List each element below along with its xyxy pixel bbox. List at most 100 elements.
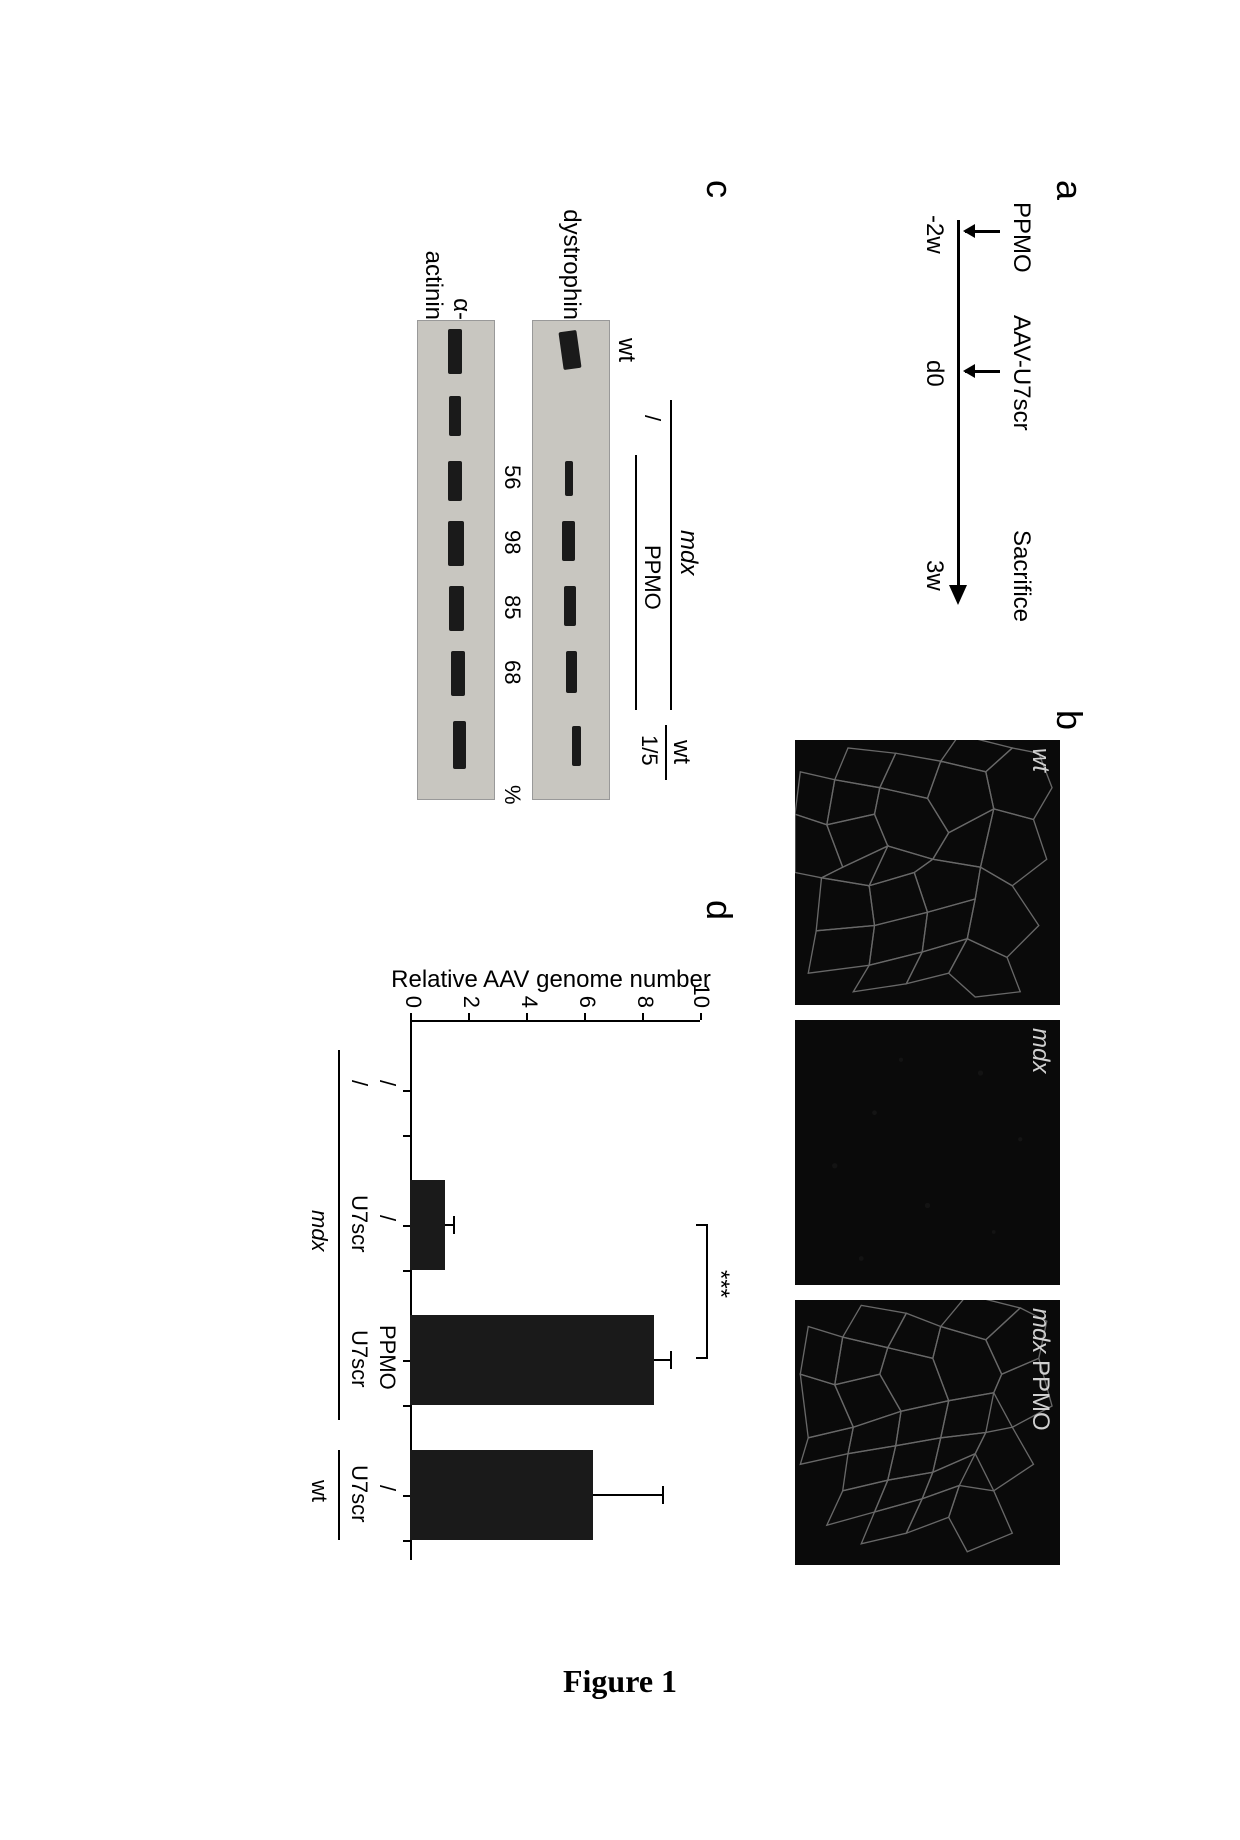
wb-pct-3: 68 xyxy=(499,660,525,684)
x-group-line-wt xyxy=(338,1450,340,1540)
figure-caption: Figure 1 xyxy=(0,1663,1240,1700)
significance-label: *** xyxy=(706,1270,734,1298)
wb-header-line-mdx xyxy=(670,400,672,710)
cell-mosaic-icon xyxy=(795,740,1060,1005)
wb-label-actinin: α-actinin xyxy=(419,251,475,320)
microscopy-label-wt: wt xyxy=(1026,748,1054,772)
wb-lane-ratio: 1/5 xyxy=(636,735,662,766)
timeline-time-1: d0 xyxy=(920,360,948,387)
x-label-r1-2: PPMO xyxy=(374,1325,400,1390)
timeline-event-aav-label: AAV-U7scr xyxy=(1007,315,1035,431)
panel-b-label: b xyxy=(1048,710,1090,730)
x-tick xyxy=(403,1540,410,1542)
timeline-event-arrow-icon xyxy=(965,230,1000,233)
microscopy-image-mdx-ppmo: mdx PPMO xyxy=(795,1300,1060,1565)
noise-pattern-icon xyxy=(795,1020,1060,1285)
wb-band xyxy=(453,721,466,769)
x-group-line-mdx xyxy=(338,1050,340,1420)
wb-band xyxy=(564,586,576,626)
y-tick-label: 2 xyxy=(458,996,484,1008)
error-bar xyxy=(654,1359,671,1361)
wb-blot-dystrophin xyxy=(532,320,610,800)
cell-mosaic-icon xyxy=(795,1300,1060,1565)
x-tick xyxy=(403,1405,410,1407)
x-tick xyxy=(403,1495,410,1497)
error-cap xyxy=(662,1486,664,1504)
wb-header-wt: wt xyxy=(612,338,640,362)
panel-d-bar-chart: Relative AAV genome number 0 2 4 6 8 10 xyxy=(270,920,720,1620)
wb-band xyxy=(449,396,461,436)
y-axis xyxy=(410,1020,700,1022)
timeline-arrowhead-icon xyxy=(949,585,967,605)
wb-blot-actinin xyxy=(417,320,495,800)
timeline-event-sacrifice-label: Sacrifice xyxy=(1007,530,1035,622)
wb-pct-0: 56 xyxy=(499,465,525,489)
timeline-event-arrow-icon xyxy=(965,370,1000,373)
wb-pct-2: 85 xyxy=(499,595,525,619)
wb-lane-ppmo: PPMO xyxy=(639,545,665,610)
x-group-label-mdx: mdx xyxy=(306,1210,332,1252)
error-bar xyxy=(593,1494,663,1496)
y-tick-label: 4 xyxy=(516,996,542,1008)
y-tick-label: 0 xyxy=(400,996,426,1008)
bar-mdx-ppmo-u7scr xyxy=(410,1315,654,1405)
x-label-r2-1: U7scr xyxy=(346,1195,372,1252)
microscopy-image-mdx: mdx xyxy=(795,1020,1060,1285)
y-tick xyxy=(700,1013,702,1020)
microscopy-label-mdx: mdx xyxy=(1026,1028,1054,1073)
x-label-r2-2: U7scr xyxy=(346,1330,372,1387)
timeline-event-ppmo-label: PPMO xyxy=(1007,202,1035,273)
x-label-r1-0: / xyxy=(374,1080,400,1086)
x-group-label-wt: wt xyxy=(306,1480,332,1502)
x-label-r1-1: / xyxy=(374,1215,400,1221)
y-axis-label: Relative AAV genome number xyxy=(391,966,711,994)
wb-header-line-ppmo xyxy=(635,455,637,710)
wb-header-line-wt2 xyxy=(665,725,667,780)
x-tick xyxy=(403,1270,410,1272)
timeline-axis xyxy=(957,220,960,590)
wb-band xyxy=(562,521,575,561)
error-cap xyxy=(453,1216,455,1234)
panel-a-timeline: PPMO -2w AAV-U7scr d0 Sacrifice 3w xyxy=(880,190,1060,650)
y-tick xyxy=(410,1013,412,1020)
figure-container: a PPMO -2w AAV-U7scr d0 Sacrifice 3w b w… xyxy=(120,120,1120,1720)
y-tick xyxy=(642,1013,644,1020)
y-tick-label: 8 xyxy=(632,996,658,1008)
wb-pct-sign: % xyxy=(499,785,525,805)
y-tick-label: 6 xyxy=(574,996,600,1008)
panel-c-western-blot: wt mdx / PPMO wt 1/5 dystrophin 56 98 85 xyxy=(380,190,720,870)
wb-band xyxy=(448,461,462,501)
x-tick xyxy=(403,1135,410,1137)
y-tick-label: 10 xyxy=(688,984,714,1008)
timeline-time-2: 3w xyxy=(920,560,948,591)
timeline-time-0: -2w xyxy=(920,215,948,254)
wb-band xyxy=(572,726,581,766)
wb-label-dystrophin: dystrophin xyxy=(557,209,585,320)
wb-band xyxy=(566,651,577,693)
wb-band xyxy=(449,586,464,631)
x-tick xyxy=(403,1225,410,1227)
error-cap xyxy=(670,1351,672,1369)
bar-mdx-u7scr xyxy=(410,1180,445,1270)
wb-band xyxy=(448,329,462,374)
x-tick xyxy=(403,1360,410,1362)
microscopy-label-mdx-ppmo: mdx PPMO xyxy=(1026,1308,1054,1431)
x-label-r2-0: / xyxy=(346,1080,372,1086)
panel-d-label: d xyxy=(698,900,740,920)
wb-header-mdx: mdx xyxy=(674,530,702,575)
wb-band xyxy=(451,651,465,696)
chart-area: 0 2 4 6 8 10 xyxy=(410,1020,700,1560)
x-label-r2-3: U7scr xyxy=(346,1465,372,1522)
wb-header-wt2: wt xyxy=(667,740,695,764)
wb-lane-slash: / xyxy=(639,415,665,421)
wb-band xyxy=(448,521,464,566)
wb-band xyxy=(558,330,581,370)
bar-wt-u7scr xyxy=(410,1450,593,1540)
y-tick xyxy=(468,1013,470,1020)
y-tick xyxy=(584,1013,586,1020)
y-tick xyxy=(526,1013,528,1020)
wb-pct-1: 98 xyxy=(499,530,525,554)
panel-b-microscopy: wt xyxy=(790,740,1070,1640)
x-tick xyxy=(403,1090,410,1092)
microscopy-image-wt: wt xyxy=(795,740,1060,1005)
